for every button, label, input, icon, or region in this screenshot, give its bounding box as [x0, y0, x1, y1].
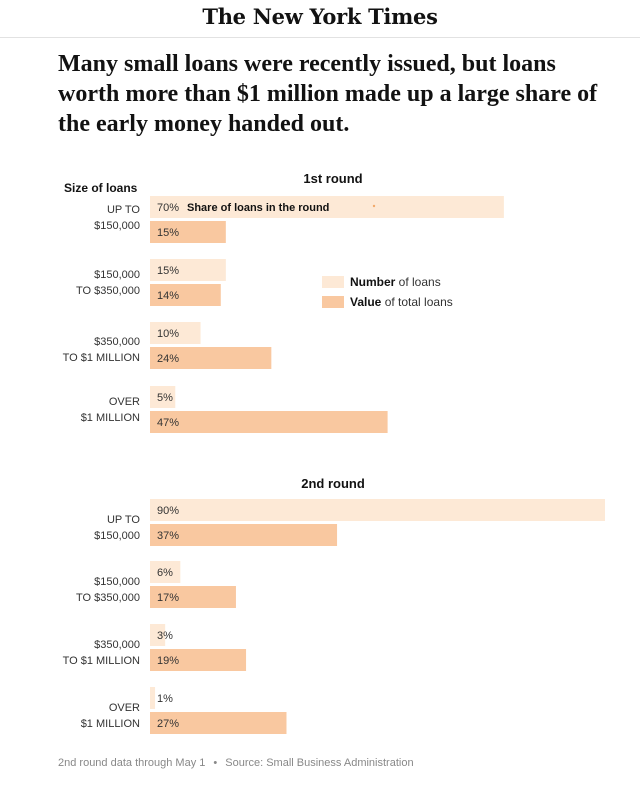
value-of-loans-bar — [150, 284, 221, 306]
number-of-loans-bar — [150, 561, 181, 583]
number-of-loans-bar — [150, 386, 176, 408]
value-of-loans-label: 24% — [157, 353, 179, 365]
number-of-loans-bar — [150, 322, 201, 344]
number-of-loans-label: 15% — [157, 265, 179, 277]
category-label: $350,000 TO $1 MILLION — [62, 336, 140, 364]
number-of-loans-bar — [150, 196, 504, 218]
footer-note: 2nd round data through May 1 — [58, 757, 206, 769]
legend-swatch-number — [322, 276, 344, 288]
value-of-loans-bar — [150, 411, 388, 433]
footer-source: Source: Small Business Administration — [225, 757, 414, 769]
annotation-dot — [372, 204, 376, 208]
number-of-loans-label: 5% — [157, 392, 173, 404]
number-of-loans-bar — [150, 499, 605, 521]
value-of-loans-bar — [150, 524, 338, 546]
value-of-loans-label: 15% — [157, 227, 179, 239]
number-of-loans-label: 6% — [157, 567, 173, 579]
number-of-loans-label: 3% — [157, 630, 173, 642]
number-of-loans-label: 90% — [157, 505, 179, 517]
category-label: UP TO $150,000 — [94, 204, 140, 232]
number-of-loans-bar — [150, 624, 166, 646]
category-label: $150,000 TO $350,000 — [75, 269, 140, 297]
bar-annotation: Share of loans in the round — [187, 202, 329, 214]
round-1-title: 1st round — [303, 171, 363, 186]
category-label: $150,000 TO $350,000 — [75, 576, 140, 604]
masthead: The New York Times — [0, 0, 640, 38]
legend-swatch-value — [322, 296, 344, 308]
legend: Number of loans Value of total loans — [322, 272, 453, 312]
value-of-loans-bar — [150, 586, 236, 608]
legend-item-number: Number of loans — [322, 272, 453, 292]
footer: 2nd round data through May 1 • Source: Sma… — [58, 757, 414, 769]
value-of-loans-bar — [150, 649, 247, 671]
legend-item-value: Value of total loans — [322, 292, 453, 312]
headline: Many small loans were recently issued, b… — [58, 51, 598, 137]
value-of-loans-label: 17% — [157, 592, 179, 604]
category-label: UP TO $150,000 — [94, 514, 140, 542]
number-of-loans-label: 70% — [157, 202, 179, 214]
value-of-loans-bar — [150, 712, 287, 734]
value-of-loans-bar — [150, 347, 272, 369]
value-of-loans-label: 27% — [157, 718, 179, 730]
round-2-title: 2nd round — [301, 476, 365, 491]
number-of-loans-label: 10% — [157, 328, 179, 340]
number-of-loans-bar — [150, 687, 156, 709]
value-of-loans-label: 19% — [157, 655, 179, 667]
value-of-loans-bar — [150, 221, 226, 243]
axis-header: Size of loans — [64, 181, 138, 195]
value-of-loans-label: 47% — [157, 417, 179, 429]
number-of-loans-bar — [150, 259, 226, 281]
nyt-logo[interactable]: The New York Times — [202, 4, 438, 29]
value-of-loans-label: 37% — [157, 530, 179, 542]
category-label: OVER $1 MILLION — [80, 702, 140, 730]
value-of-loans-label: 14% — [157, 290, 179, 302]
number-of-loans-label: 1% — [157, 693, 173, 705]
footer-separator: • — [213, 757, 218, 769]
category-label: $350,000 TO $1 MILLION — [62, 639, 140, 667]
category-label: OVER $1 MILLION — [80, 396, 140, 424]
